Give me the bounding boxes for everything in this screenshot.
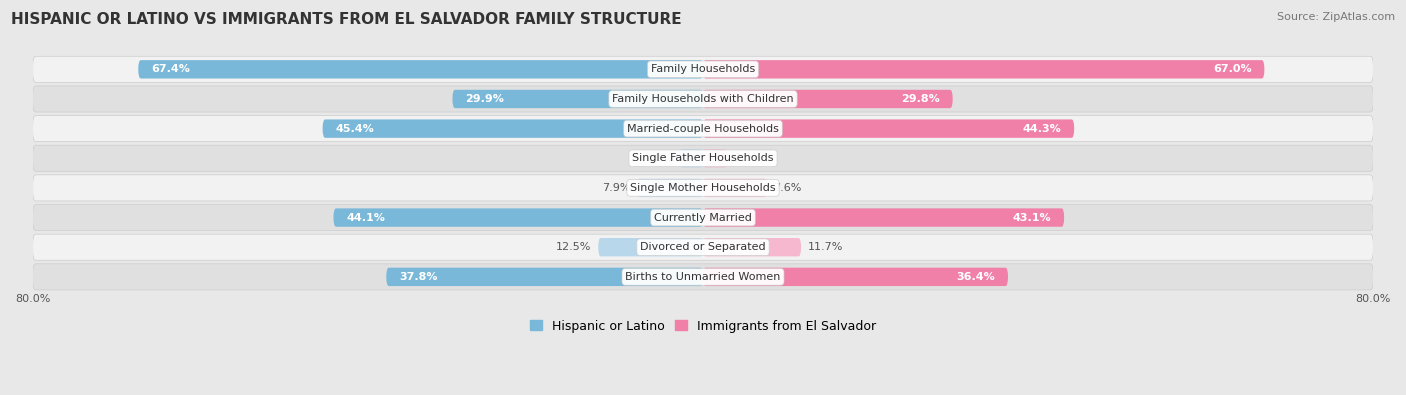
- Text: 12.5%: 12.5%: [557, 242, 592, 252]
- Text: 11.7%: 11.7%: [807, 242, 844, 252]
- FancyBboxPatch shape: [32, 205, 1374, 231]
- Text: Married-couple Households: Married-couple Households: [627, 124, 779, 134]
- FancyBboxPatch shape: [322, 119, 703, 138]
- Text: Source: ZipAtlas.com: Source: ZipAtlas.com: [1277, 12, 1395, 22]
- FancyBboxPatch shape: [703, 268, 1008, 286]
- Text: 67.4%: 67.4%: [150, 64, 190, 74]
- FancyBboxPatch shape: [703, 60, 1264, 79]
- Text: 2.9%: 2.9%: [734, 153, 762, 163]
- Text: 2.8%: 2.8%: [644, 153, 673, 163]
- FancyBboxPatch shape: [32, 234, 1374, 260]
- FancyBboxPatch shape: [703, 119, 1074, 138]
- Text: 45.4%: 45.4%: [335, 124, 374, 134]
- Text: 7.9%: 7.9%: [602, 183, 630, 193]
- Text: Births to Unmarried Women: Births to Unmarried Women: [626, 272, 780, 282]
- Text: HISPANIC OR LATINO VS IMMIGRANTS FROM EL SALVADOR FAMILY STRUCTURE: HISPANIC OR LATINO VS IMMIGRANTS FROM EL…: [11, 12, 682, 27]
- Text: 29.9%: 29.9%: [465, 94, 503, 104]
- Text: 7.6%: 7.6%: [773, 183, 801, 193]
- Text: 44.1%: 44.1%: [346, 213, 385, 222]
- Text: 43.1%: 43.1%: [1012, 213, 1052, 222]
- FancyBboxPatch shape: [703, 209, 1064, 227]
- Legend: Hispanic or Latino, Immigrants from El Salvador: Hispanic or Latino, Immigrants from El S…: [524, 315, 882, 338]
- FancyBboxPatch shape: [703, 149, 727, 167]
- FancyBboxPatch shape: [333, 209, 703, 227]
- FancyBboxPatch shape: [599, 238, 703, 256]
- Text: 67.0%: 67.0%: [1213, 64, 1251, 74]
- FancyBboxPatch shape: [32, 56, 1374, 83]
- FancyBboxPatch shape: [387, 268, 703, 286]
- FancyBboxPatch shape: [138, 60, 703, 79]
- FancyBboxPatch shape: [32, 86, 1374, 112]
- FancyBboxPatch shape: [32, 264, 1374, 290]
- FancyBboxPatch shape: [453, 90, 703, 108]
- FancyBboxPatch shape: [679, 149, 703, 167]
- Text: 37.8%: 37.8%: [399, 272, 437, 282]
- FancyBboxPatch shape: [703, 179, 766, 197]
- Text: Divorced or Separated: Divorced or Separated: [640, 242, 766, 252]
- FancyBboxPatch shape: [703, 90, 953, 108]
- Text: 44.3%: 44.3%: [1024, 124, 1062, 134]
- FancyBboxPatch shape: [32, 116, 1374, 142]
- Text: 36.4%: 36.4%: [956, 272, 995, 282]
- FancyBboxPatch shape: [32, 175, 1374, 201]
- Text: Single Father Households: Single Father Households: [633, 153, 773, 163]
- Text: 29.8%: 29.8%: [901, 94, 941, 104]
- Text: Family Households: Family Households: [651, 64, 755, 74]
- FancyBboxPatch shape: [703, 238, 801, 256]
- Text: Single Mother Households: Single Mother Households: [630, 183, 776, 193]
- FancyBboxPatch shape: [32, 145, 1374, 171]
- Text: Currently Married: Currently Married: [654, 213, 752, 222]
- FancyBboxPatch shape: [637, 179, 703, 197]
- Text: Family Households with Children: Family Households with Children: [612, 94, 794, 104]
